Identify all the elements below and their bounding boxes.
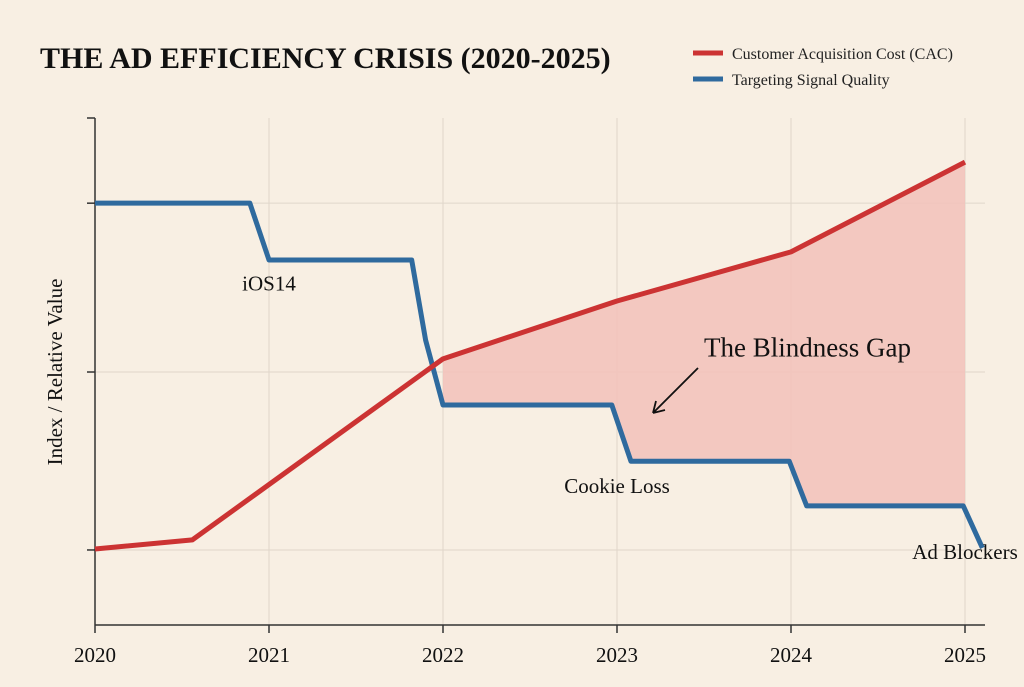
series-lines bbox=[94, 159, 985, 552]
axes: 2020 2021 2022 2023 2024 2025 bbox=[74, 117, 986, 667]
legend-label: Targeting Signal Quality bbox=[732, 72, 890, 89]
series-line bbox=[94, 159, 967, 552]
x-tick-label: 2022 bbox=[422, 643, 464, 667]
legend-label: Customer Acquisition Cost (CAC) bbox=[732, 46, 953, 63]
annotations: iOS14 Cookie Loss Ad Blockers The Blindness… bbox=[242, 271, 1018, 564]
annotation-label: Cookie Loss bbox=[564, 474, 670, 498]
annotation-label: iOS14 bbox=[242, 271, 296, 295]
annotation-label: Ad Blockers bbox=[912, 540, 1018, 564]
x-tick-label: 2025 bbox=[944, 643, 986, 667]
chart-title: THE AD EFFICIENCY CRISIS (2020-2025) bbox=[40, 42, 611, 75]
x-tick-label: 2020 bbox=[74, 643, 116, 667]
y-axis-label: Index / Relative Value bbox=[43, 279, 67, 466]
x-tick-label: 2023 bbox=[596, 643, 638, 667]
gap-label: The Blindness Gap bbox=[704, 332, 911, 362]
legend: Customer Acquisition Cost (CAC) Targeting… bbox=[693, 46, 953, 89]
series-line bbox=[95, 200, 985, 549]
arrow-icon bbox=[652, 367, 699, 414]
x-tick-label: 2024 bbox=[770, 643, 813, 667]
blindness-gap-area bbox=[443, 162, 965, 510]
x-tick-label: 2021 bbox=[248, 643, 290, 667]
